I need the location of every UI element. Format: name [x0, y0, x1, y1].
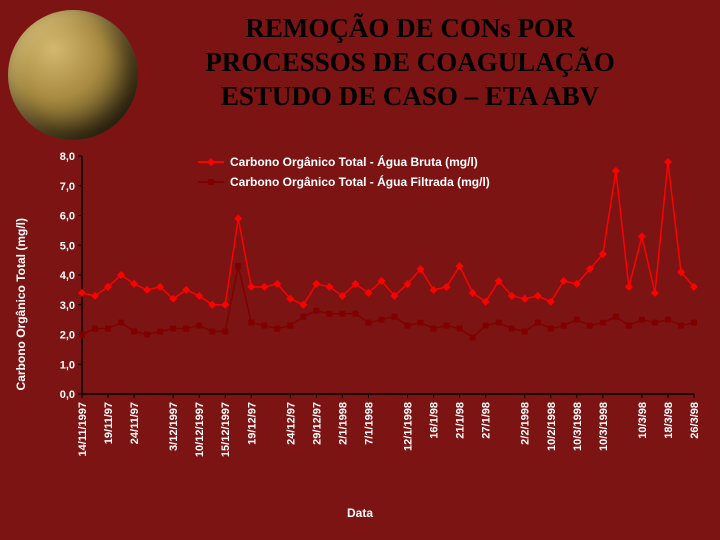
svg-text:10/12/1997: 10/12/1997 — [194, 402, 206, 457]
svg-text:Carbono Orgânico Total - Água: Carbono Orgânico Total - Água Bruta (mg/… — [230, 154, 478, 169]
svg-text:3,0: 3,0 — [60, 300, 75, 312]
x-axis-label: Data — [20, 506, 700, 520]
svg-text:15/12/1997: 15/12/1997 — [220, 402, 232, 457]
svg-text:7/1/1998: 7/1/1998 — [363, 402, 375, 445]
svg-text:2/1/1998: 2/1/1998 — [337, 402, 349, 445]
svg-text:16/1/98: 16/1/98 — [429, 402, 441, 439]
slide-title: REMOÇÃO DE CONs POR PROCESSOS DE COAGULA… — [110, 12, 710, 113]
svg-text:6,0: 6,0 — [60, 211, 75, 223]
chart-container: Carbono Orgânico Total (mg/l) Data 0,01,… — [20, 150, 700, 520]
svg-text:10/3/1998: 10/3/1998 — [598, 402, 610, 451]
y-axis-label: Carbono Orgânico Total (mg/l) — [14, 218, 28, 390]
svg-text:1,0: 1,0 — [60, 359, 75, 371]
svg-text:27/1/98: 27/1/98 — [481, 402, 493, 439]
svg-text:18/3/98: 18/3/98 — [663, 402, 675, 439]
svg-text:3/12/1997: 3/12/1997 — [168, 402, 180, 451]
title-line-2: PROCESSOS DE COAGULAÇÃO — [205, 47, 615, 77]
svg-text:24/11/97: 24/11/97 — [129, 402, 141, 444]
svg-text:8,0: 8,0 — [60, 151, 75, 163]
svg-text:0,0: 0,0 — [60, 389, 75, 401]
svg-text:12/1/1998: 12/1/1998 — [403, 402, 415, 451]
svg-text:10/3/1998: 10/3/1998 — [572, 402, 584, 451]
svg-text:14/11/1997: 14/11/1997 — [77, 402, 89, 456]
svg-text:19/11/97: 19/11/97 — [103, 402, 115, 444]
svg-text:Carbono Orgânico Total - Água: Carbono Orgânico Total - Água Filtrada (… — [230, 174, 490, 189]
svg-text:2/2/1998: 2/2/1998 — [520, 402, 532, 445]
svg-text:21/1/98: 21/1/98 — [455, 402, 467, 439]
svg-text:19/12/97: 19/12/97 — [246, 402, 258, 445]
svg-text:26/3/98: 26/3/98 — [689, 402, 700, 439]
svg-text:4,0: 4,0 — [60, 270, 75, 282]
svg-text:5,0: 5,0 — [60, 240, 75, 252]
svg-text:29/12/97: 29/12/97 — [311, 402, 323, 445]
title-line-1: REMOÇÃO DE CONs POR — [245, 13, 574, 43]
svg-text:24/12/97: 24/12/97 — [285, 402, 297, 445]
line-chart: 0,0 1,0 2,0 3,0 4,0 5,0 6,0 7,0 8,0 14/11/1997 19/… — [48, 150, 700, 490]
svg-text:2,0: 2,0 — [60, 330, 75, 342]
svg-text:10/3/98: 10/3/98 — [637, 402, 649, 439]
svg-text:7,0: 7,0 — [60, 181, 75, 193]
title-line-3: ESTUDO DE CASO – ETA ABV — [221, 81, 599, 111]
svg-text:10/2/1998: 10/2/1998 — [546, 402, 558, 451]
